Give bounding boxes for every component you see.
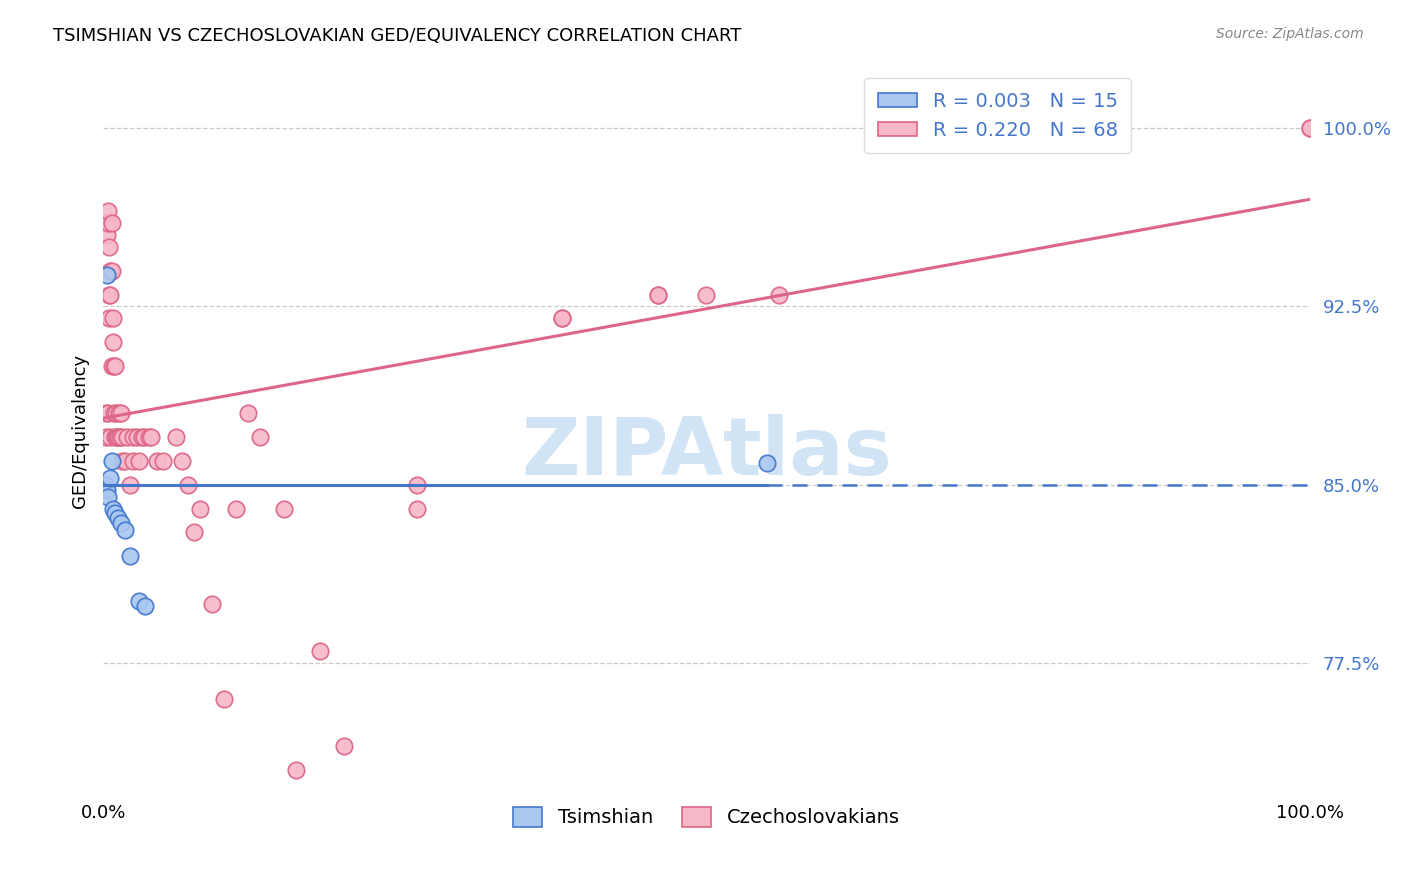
Point xyxy=(212,692,235,706)
Point xyxy=(110,516,132,530)
Point xyxy=(97,406,120,420)
Point xyxy=(104,507,127,521)
Point xyxy=(107,511,129,525)
Point xyxy=(100,359,122,373)
Legend: Tsimshian, Czechoslovakians: Tsimshian, Czechoslovakians xyxy=(505,799,908,835)
Text: ZIPAtlas: ZIPAtlas xyxy=(522,414,891,492)
Point xyxy=(405,478,427,492)
Point xyxy=(183,525,205,540)
Point xyxy=(141,430,163,444)
Point xyxy=(101,311,124,326)
Point xyxy=(695,287,717,301)
Point xyxy=(101,501,124,516)
Point xyxy=(96,268,118,283)
Point xyxy=(309,644,332,658)
Point xyxy=(96,227,118,242)
Point xyxy=(97,490,120,504)
Point xyxy=(97,216,120,230)
Point xyxy=(114,454,136,468)
Point xyxy=(98,287,121,301)
Point xyxy=(146,454,169,468)
Point xyxy=(176,478,198,492)
Point xyxy=(94,430,117,444)
Point xyxy=(249,430,271,444)
Point xyxy=(96,483,118,497)
Text: TSIMSHIAN VS CZECHOSLOVAKIAN GED/EQUIVALENCY CORRELATION CHART: TSIMSHIAN VS CZECHOSLOVAKIAN GED/EQUIVAL… xyxy=(53,27,742,45)
Point xyxy=(104,430,127,444)
Point xyxy=(333,739,356,754)
Point xyxy=(111,454,134,468)
Point xyxy=(98,430,121,444)
Point xyxy=(94,406,117,420)
Point xyxy=(103,359,125,373)
Point xyxy=(131,430,153,444)
Point xyxy=(105,430,128,444)
Point xyxy=(647,287,669,301)
Point xyxy=(103,406,125,420)
Point xyxy=(111,430,134,444)
Point xyxy=(108,406,131,420)
Point xyxy=(122,454,145,468)
Point xyxy=(236,406,259,420)
Point xyxy=(170,454,193,468)
Point xyxy=(188,501,211,516)
Point xyxy=(122,430,145,444)
Point xyxy=(107,430,129,444)
Point xyxy=(118,478,141,492)
Point xyxy=(134,430,156,444)
Point xyxy=(225,501,247,516)
Point xyxy=(98,263,121,277)
Point xyxy=(647,287,669,301)
Point xyxy=(165,430,187,444)
Point xyxy=(108,430,131,444)
Point xyxy=(110,406,132,420)
Point xyxy=(101,334,124,349)
Point xyxy=(118,549,141,564)
Point xyxy=(97,204,120,219)
Point xyxy=(98,311,121,326)
Point xyxy=(273,501,295,516)
Point xyxy=(1299,120,1322,135)
Point xyxy=(755,457,778,471)
Point xyxy=(98,240,121,254)
Point xyxy=(134,599,156,614)
Point xyxy=(98,287,121,301)
Point xyxy=(98,471,121,485)
Y-axis label: GED/Equivalency: GED/Equivalency xyxy=(72,354,89,508)
Point xyxy=(100,216,122,230)
Point xyxy=(128,454,150,468)
Point xyxy=(550,311,572,326)
Point xyxy=(96,216,118,230)
Point xyxy=(138,430,160,444)
Point xyxy=(405,501,427,516)
Point xyxy=(125,430,148,444)
Point xyxy=(128,594,150,608)
Point xyxy=(105,406,128,420)
Point xyxy=(100,454,122,468)
Point xyxy=(104,359,127,373)
Point xyxy=(114,523,136,537)
Point xyxy=(117,430,139,444)
Point xyxy=(550,311,572,326)
Point xyxy=(107,430,129,444)
Point xyxy=(1299,120,1322,135)
Text: Source: ZipAtlas.com: Source: ZipAtlas.com xyxy=(1216,27,1364,41)
Point xyxy=(201,597,224,611)
Point xyxy=(152,454,174,468)
Point xyxy=(100,263,122,277)
Point xyxy=(768,287,790,301)
Point xyxy=(94,478,117,492)
Point xyxy=(285,764,308,778)
